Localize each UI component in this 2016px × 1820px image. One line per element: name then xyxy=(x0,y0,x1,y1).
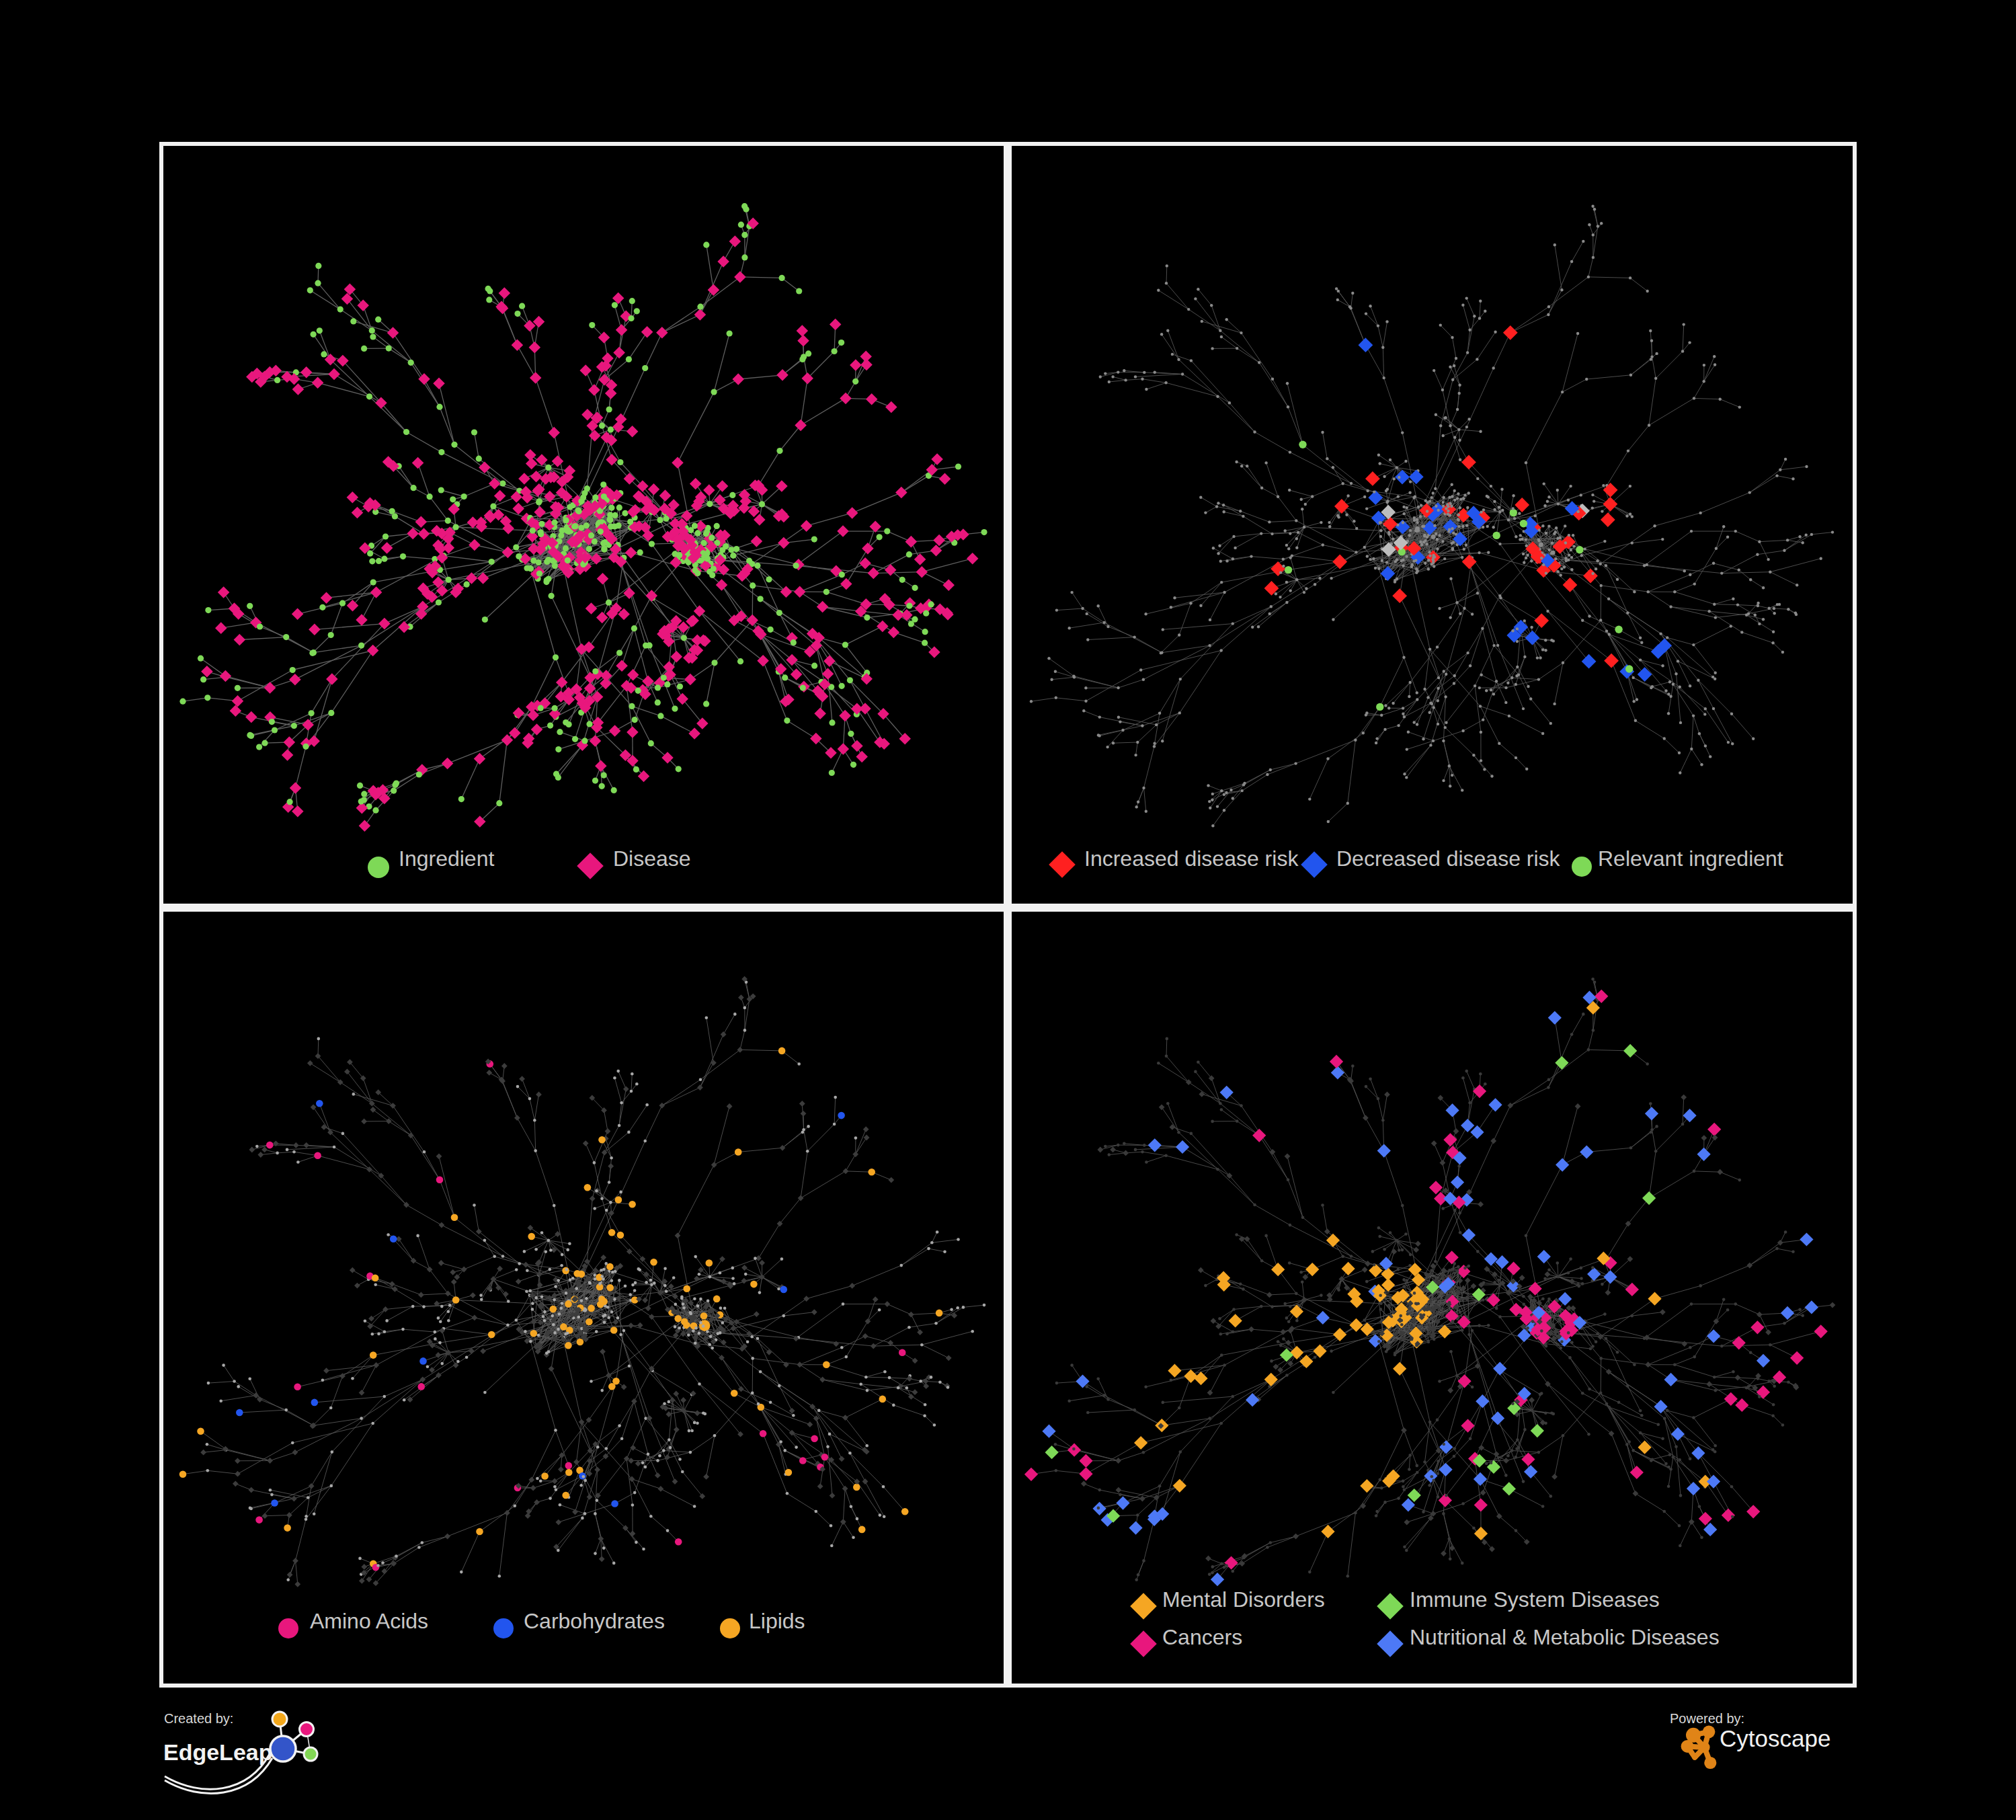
svg-text:Cytoscape: Cytoscape xyxy=(1720,1725,1830,1751)
svg-text:EdgeLeap: EdgeLeap xyxy=(163,1739,272,1765)
